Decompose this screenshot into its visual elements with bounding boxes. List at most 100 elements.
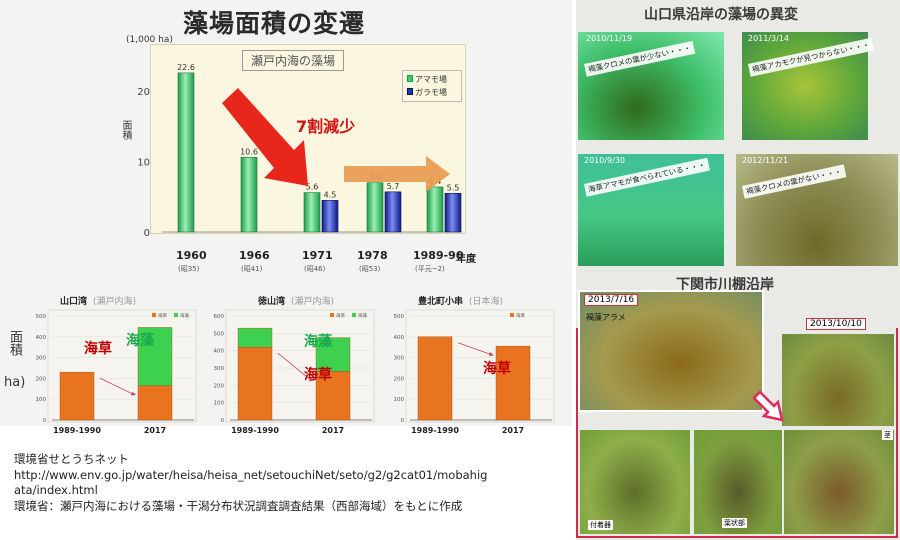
main-data-label: 5.6 — [306, 183, 319, 192]
credit-line-3[interactable]: ata/index.html — [14, 483, 98, 497]
date-before: 2013/7/16 — [584, 294, 639, 306]
reduction-label: 7割減少 — [296, 117, 356, 136]
regional-category-label: 1989-1990 — [53, 426, 101, 435]
regional-trend-arrowhead — [309, 377, 314, 382]
regional-subtitle-1: (瀬戸内海) — [291, 297, 335, 307]
regional-legend-swatch — [352, 313, 356, 317]
label-seaweed-tokuyama: 海草 — [304, 367, 332, 383]
left-slide: 藻場面積の変遷 (1,000 ha) 面積 瀬戸内海の藻場 アマモ場 ガラモ場 … — [0, 0, 572, 435]
label-seaweed-toyokita: 海草 — [483, 361, 511, 377]
main-chart-legend: アマモ場 ガラモ場 — [402, 70, 462, 102]
regional-y-tick: 500 — [214, 331, 225, 337]
legend-eelgrass-label: アマモ場 — [415, 75, 447, 84]
photo-after-blade — [694, 430, 782, 534]
regional-legend-label: 海草 — [336, 312, 345, 319]
right-title: 山口県沿岸の藻場の異変 — [644, 7, 798, 23]
photo-after-stem — [782, 334, 894, 426]
regional-y-tick: 400 — [394, 335, 405, 341]
main-category-label: 1960 — [176, 249, 207, 262]
orange-trend-arrow — [344, 156, 450, 192]
regional-bar-0-1 — [315, 371, 351, 421]
label-holdfast: 付着器 — [588, 520, 613, 530]
year-suffix: 年度 — [456, 254, 476, 265]
regional-trend-arrow — [99, 377, 133, 395]
regional-bar-1-1 — [137, 327, 173, 386]
regional-bar-0-1 — [495, 345, 531, 421]
regional-y-tick: 600 — [214, 314, 225, 320]
main-category-sublabel: (平元~2) — [415, 265, 445, 273]
regional-trend-arrow — [277, 352, 311, 380]
regional-legend-label: 海藻 — [180, 312, 189, 319]
credits: 環境省せとうちネット http://www.env.go.jp/water/he… — [14, 452, 570, 514]
regional-y-tick: 400 — [214, 349, 225, 355]
regional-ylabel: 面積 — [6, 330, 24, 356]
photo-date-4: 2012/11/21 — [742, 156, 789, 165]
main-y-tick: 0 — [144, 228, 150, 239]
photo-after-stem2 — [784, 430, 894, 534]
regional-trend-arrow — [457, 342, 491, 355]
pink-down-arrow — [752, 390, 784, 422]
main-bar-0-2 — [303, 192, 321, 233]
main-category-sublabel: (昭41) — [241, 265, 263, 273]
regional-title-2: 豊北町小串 — [418, 297, 464, 307]
main-bar-1-4 — [444, 192, 462, 233]
regional-y-tick: 400 — [36, 335, 47, 341]
main-bars — [177, 72, 462, 233]
shimonoseki-title: 下関市川棚沿岸 — [676, 277, 774, 293]
regional-legend-swatch — [174, 313, 178, 317]
label-stem: 茎 — [882, 430, 893, 440]
regional-y-tick: 100 — [214, 401, 225, 407]
legend-sargassum-label: ガラモ場 — [415, 88, 447, 97]
regional-legend-swatch — [330, 313, 334, 317]
main-bar-0-4 — [426, 186, 444, 233]
credit-line-4: 環境省：瀬戸内海における藻場・干潟分布状況調査調査結果（西部海域）をもとに作成 — [14, 498, 463, 513]
legend-item-sargassum: ガラモ場 — [407, 86, 457, 99]
regional-subtitle-0: (瀬戸内海) — [93, 297, 137, 307]
main-category-sublabel: (昭46) — [304, 265, 326, 273]
photo-arame-before — [578, 290, 764, 412]
main-bar-0-1 — [240, 157, 258, 233]
regional-ylabel-unit: ha) — [4, 375, 26, 390]
regional-subtitle-2: (日本海) — [469, 297, 504, 307]
main-data-label: 5.7 — [387, 182, 400, 191]
main-category-sublabel: (昭35) — [178, 265, 200, 273]
regional-ylabel-text: 面積 — [7, 330, 22, 356]
regional-title-1: 徳山湾 — [258, 297, 286, 307]
regional-bar-0-0 — [237, 347, 273, 421]
main-category-label: 1966 — [239, 249, 270, 262]
regional-legend-label: 海草 — [158, 312, 167, 319]
photo-kurome-2010 — [578, 32, 724, 140]
regional-y-tick: 0 — [221, 418, 225, 424]
regional-trend-arrowhead — [489, 352, 494, 357]
main-category-label: 1978 — [357, 249, 388, 262]
main-chart-box-title: 瀬戸内海の藻場 — [242, 50, 345, 71]
regional-y-tick: 500 — [394, 314, 405, 320]
label-seaweed-yamaguchi: 海草 — [84, 341, 112, 357]
regional-legend-swatch — [510, 313, 514, 317]
regional-y-tick: 200 — [214, 383, 225, 389]
regional-bar-0-0 — [59, 371, 95, 421]
main-data-label: 10.6 — [240, 147, 258, 156]
regional-legend-label: 海草 — [516, 312, 525, 319]
regional-y-tick: 500 — [36, 314, 47, 320]
main-y-tick: 10 — [137, 158, 150, 169]
main-bar-1-2 — [321, 200, 339, 233]
regional-legend-swatch — [152, 313, 156, 317]
label-before: 褐藻アラメ — [586, 313, 626, 322]
photo-date-3: 2010/9/30 — [584, 156, 626, 165]
regional-category-label: 2017 — [502, 426, 524, 435]
credit-line-2[interactable]: http://www.env.go.jp/water/heisa/heisa_n… — [14, 467, 488, 482]
regional-y-tick: 200 — [36, 376, 47, 382]
main-data-label: 22.6 — [177, 63, 195, 72]
main-bar-0-3 — [366, 182, 384, 233]
regional-bar-0-0 — [417, 336, 453, 421]
main-category-label: 1971 — [302, 249, 333, 262]
regional-bar-1-0 — [237, 327, 273, 348]
label-algae-yamaguchi: 海藻 — [126, 333, 154, 349]
right-slide: 山口県沿岸の藻場の異変 2010/11/19 褐藻クロメの葉が少ない・・・ 20… — [576, 0, 900, 540]
label-algae-tokuyama: 海藻 — [304, 334, 332, 350]
main-bar-0-0 — [177, 72, 195, 233]
main-bar-1-3 — [384, 191, 402, 233]
